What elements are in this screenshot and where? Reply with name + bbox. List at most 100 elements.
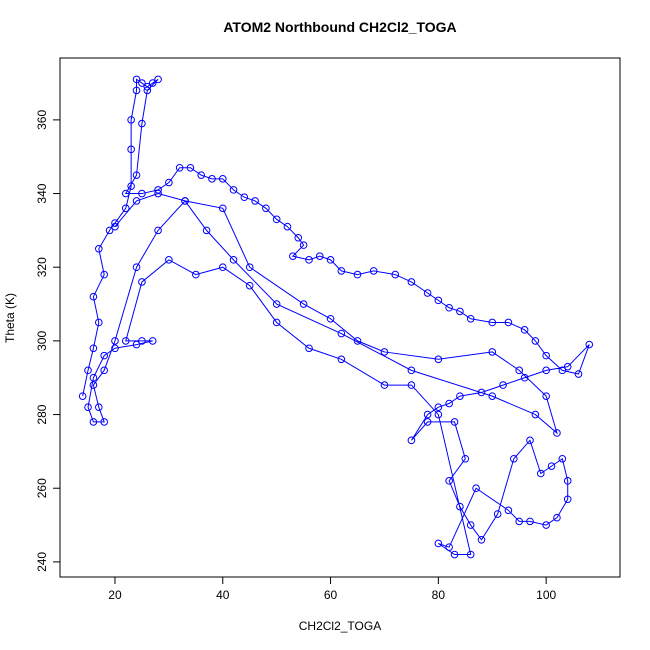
data-point — [100, 351, 108, 360]
y-tick-label: 340 — [35, 183, 49, 203]
data-point — [515, 366, 524, 375]
data-point — [218, 263, 227, 272]
data-point — [407, 366, 416, 375]
data-point — [100, 270, 108, 279]
data-point — [121, 189, 130, 198]
data-point — [520, 326, 529, 334]
data-point — [488, 348, 497, 356]
data-point — [121, 204, 130, 213]
data-point — [558, 454, 567, 463]
data-point — [456, 502, 464, 511]
data-point — [299, 241, 308, 249]
data-point — [547, 462, 556, 470]
data-point — [466, 521, 475, 529]
data-point — [272, 300, 281, 308]
data-point — [89, 381, 98, 389]
data-point — [434, 410, 443, 419]
data-point — [197, 171, 206, 179]
data-point — [121, 337, 130, 345]
data-point — [95, 318, 103, 327]
x-tick-label: 60 — [324, 588, 338, 602]
data-point — [504, 506, 513, 515]
data-point — [154, 75, 162, 84]
data-point — [423, 418, 432, 426]
data-point — [229, 256, 238, 264]
data-point — [542, 392, 550, 400]
data-point — [407, 436, 416, 445]
data-point — [138, 189, 146, 198]
data-point — [245, 281, 254, 290]
data-point — [563, 362, 572, 371]
data-point — [563, 477, 572, 485]
data-point — [456, 307, 464, 316]
data-point — [353, 337, 362, 345]
data-point — [536, 469, 545, 478]
data-point — [132, 263, 141, 272]
data-point — [218, 204, 227, 213]
data-point — [499, 381, 507, 389]
y-tick-label: 240 — [35, 552, 49, 572]
data-point — [272, 215, 281, 224]
data-point — [445, 543, 453, 551]
data-point — [337, 267, 346, 275]
data-point — [434, 355, 443, 364]
data-point — [289, 252, 297, 260]
x-tick-label: 100 — [536, 588, 556, 602]
data-point — [526, 517, 534, 526]
data-point — [423, 410, 432, 419]
x-tick-label: 40 — [216, 588, 230, 602]
data-point — [84, 366, 92, 375]
data-point — [192, 270, 200, 279]
x-tick-label: 80 — [432, 588, 446, 602]
data-point — [111, 222, 119, 231]
data-point — [445, 477, 453, 485]
data-point — [445, 399, 453, 408]
data-point — [380, 348, 389, 356]
data-point — [450, 418, 459, 426]
x-axis-label: CH2Cl2_TOGA — [299, 619, 381, 633]
data-point — [127, 182, 135, 190]
y-axis-label: Theta (K) — [3, 293, 17, 343]
data-point — [111, 337, 119, 345]
data-point — [111, 344, 119, 353]
plot-frame — [59, 57, 621, 578]
data-point — [305, 256, 313, 264]
y-tick-label: 300 — [35, 331, 49, 351]
data-point — [305, 344, 313, 353]
data-point — [89, 344, 98, 353]
data-point — [515, 517, 524, 526]
data-point — [504, 318, 513, 327]
data-point — [143, 86, 152, 95]
data-point — [143, 82, 152, 91]
data-point — [434, 403, 443, 411]
data-point — [526, 436, 534, 445]
series-line — [82, 78, 590, 556]
data-point — [100, 418, 108, 426]
data-point — [127, 145, 135, 154]
data-point — [326, 314, 335, 323]
data-point — [89, 292, 98, 301]
data-point — [461, 454, 470, 463]
data-point — [466, 314, 475, 323]
data-point — [450, 550, 459, 559]
data-point — [132, 340, 141, 349]
data-point — [154, 186, 162, 194]
data-point — [520, 373, 529, 382]
data-point — [337, 355, 346, 364]
data-point — [531, 337, 540, 345]
data-point — [218, 175, 227, 183]
data-point — [477, 388, 486, 397]
data-point — [423, 289, 432, 297]
data-point — [138, 278, 146, 286]
data-point — [89, 418, 98, 426]
data-point — [488, 392, 497, 400]
data-point — [127, 116, 135, 124]
data-point — [148, 79, 157, 87]
data-point — [132, 86, 141, 95]
data-point — [132, 171, 141, 179]
data-point — [542, 351, 550, 360]
data-point — [493, 510, 502, 518]
data-point — [542, 521, 550, 529]
chart-title: ATOM2 Northbound CH2Cl2_TOGA — [223, 19, 456, 35]
